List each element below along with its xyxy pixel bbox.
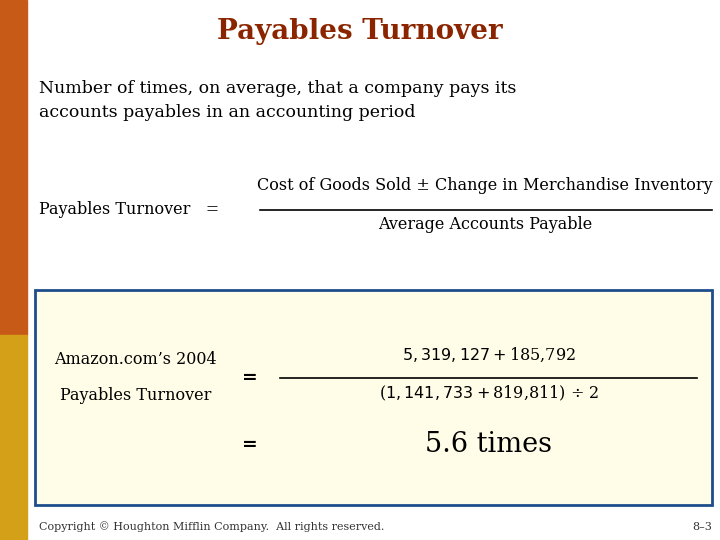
Text: Cost of Goods Sold ± Change in Merchandise Inventory: Cost of Goods Sold ± Change in Merchandi…: [257, 177, 713, 194]
Bar: [0, 0, 27, 335]
Text: accounts payables in an accounting period: accounts payables in an accounting perio…: [40, 104, 416, 121]
Text: 5.6 times: 5.6 times: [426, 431, 552, 458]
Bar: [0, 335, 27, 540]
Text: Number of times, on average, that a company pays its: Number of times, on average, that a comp…: [40, 80, 517, 97]
Text: 8–3: 8–3: [692, 522, 712, 532]
Text: =: =: [243, 368, 258, 387]
Text: =: =: [243, 436, 258, 454]
Text: Payables Turnover: Payables Turnover: [217, 18, 503, 45]
Bar: [35, 290, 712, 505]
Text: Amazon.com’s 2004: Amazon.com’s 2004: [54, 350, 217, 368]
Text: Payables Turnover: Payables Turnover: [60, 388, 211, 404]
Text: Copyright © Houghton Mifflin Company.  All rights reserved.: Copyright © Houghton Mifflin Company. Al…: [40, 521, 384, 532]
Text: Average Accounts Payable: Average Accounts Payable: [378, 216, 592, 233]
Text: ($1,141,733 + $819,811) ÷ 2: ($1,141,733 + $819,811) ÷ 2: [379, 383, 599, 403]
Text: Payables Turnover   =: Payables Turnover =: [40, 201, 220, 219]
Text: $5,319,127 + $185,792: $5,319,127 + $185,792: [402, 345, 575, 363]
